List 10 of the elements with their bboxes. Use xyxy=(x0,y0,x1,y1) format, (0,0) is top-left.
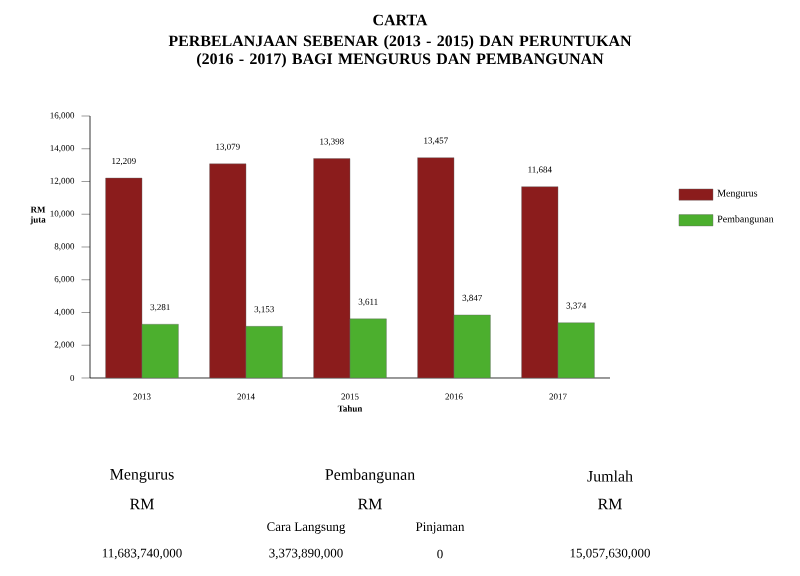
bar xyxy=(141,324,179,378)
bar xyxy=(557,322,595,378)
bar xyxy=(417,157,455,378)
bar xyxy=(245,326,283,378)
bar xyxy=(313,158,351,378)
bar xyxy=(349,318,387,378)
bar xyxy=(105,177,143,378)
bar xyxy=(521,186,559,378)
bar xyxy=(453,314,491,378)
bar xyxy=(209,163,247,378)
